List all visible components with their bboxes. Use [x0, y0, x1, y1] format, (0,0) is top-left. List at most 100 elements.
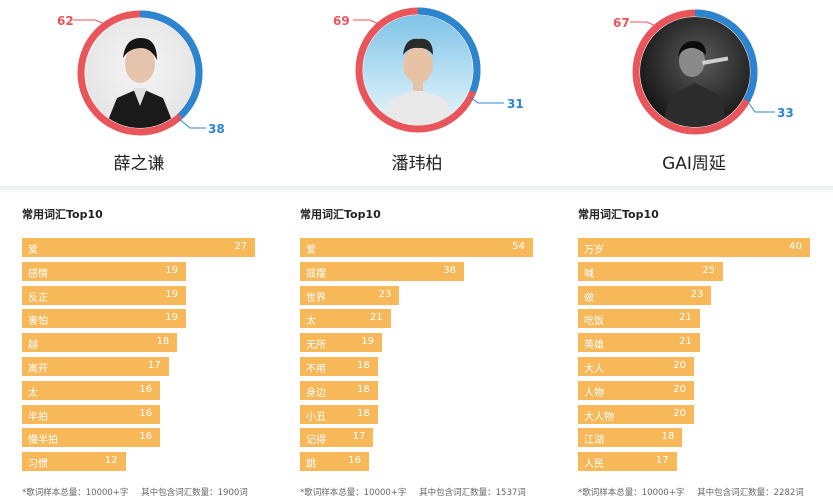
- bar-value: 19: [165, 312, 178, 324]
- left-value-label-3: 67: [613, 16, 630, 30]
- sample-size-note: *歌词样本总量：10000+字: [578, 488, 685, 498]
- artist-name-3: GAI周延: [662, 154, 726, 174]
- bar: 大人物 20: [578, 404, 694, 424]
- bar-label: 慢半拍: [28, 435, 58, 447]
- bar-value: 16: [139, 383, 153, 395]
- word-count-note: 其中包含词汇数量：1900词: [141, 488, 248, 498]
- bar-label: 小丑: [306, 411, 326, 423]
- bar: 离开 17: [22, 357, 169, 376]
- artist-photo-3: [640, 17, 750, 127]
- bar: 大人 20: [578, 357, 694, 376]
- divider-shadow: [0, 186, 833, 194]
- bar-value: 54: [512, 241, 525, 252]
- bar-value: 40: [789, 241, 802, 252]
- bar-value: 18: [661, 431, 675, 443]
- bar-value: 25: [702, 264, 715, 276]
- sample-size-note: *歌词样本总量：10000+字: [22, 488, 129, 498]
- bar-label: 大人物: [584, 411, 614, 423]
- bar-label: 做: [584, 292, 594, 304]
- bar-value: 20: [673, 383, 686, 395]
- chart-footnote: *歌词样本总量：10000+字 其中包含词汇数量：1900词: [22, 486, 258, 498]
- bar-label: 太: [28, 387, 38, 399]
- artist-name-2: 潘玮柏: [391, 154, 443, 174]
- bar-label: 江湖: [584, 435, 604, 447]
- bar-value: 19: [165, 264, 178, 276]
- bar-value: 27: [234, 241, 247, 252]
- performer-figure-icon: [662, 41, 729, 127]
- bar-value: 21: [369, 312, 383, 324]
- bar-value: 16: [139, 431, 153, 443]
- bar-value: 23: [378, 288, 392, 300]
- bar-label: 反正: [28, 292, 48, 304]
- left-value-label-2: 69: [333, 14, 350, 28]
- bar-label: 身边: [306, 387, 326, 399]
- bar-value: 20: [673, 407, 686, 419]
- bar-label: 不用: [306, 364, 326, 375]
- right-value-label-1: 38: [208, 122, 225, 136]
- bar: 太 21: [300, 309, 391, 329]
- bar: 慢半拍 16: [22, 428, 161, 448]
- right-value-label-2: 31: [507, 97, 524, 111]
- artist-card-3: 67 33 GAI周延: [555, 0, 833, 190]
- artist-name-1: 薛之谦: [113, 154, 165, 174]
- bar: 万岁 40: [578, 238, 810, 257]
- chart-title: 常用词汇Top10: [300, 208, 381, 221]
- bar: 人民 17: [578, 452, 677, 472]
- bar: 喊 25: [578, 261, 723, 281]
- bar: 太 16: [22, 380, 161, 400]
- word-count-note: 其中包含词汇数量：2282词: [697, 488, 804, 498]
- bar-label: 跳: [306, 459, 316, 471]
- portrait-figure-icon: [105, 38, 175, 128]
- chart-footnote: *歌词样本总量：10000+字 其中包含词汇数量：2282词: [578, 486, 814, 498]
- bar-label: 人物: [584, 387, 604, 399]
- bar-label: 世界: [306, 292, 326, 304]
- bar-value: 17: [655, 455, 669, 467]
- ring-chart-1: [73, 10, 206, 136]
- bar: 爱 54: [300, 238, 533, 257]
- bar-label: 爱: [306, 245, 316, 256]
- bar-value: 12: [104, 455, 118, 467]
- bar: 习惯 12: [22, 452, 126, 472]
- bar-value: 18: [356, 407, 370, 419]
- bar: 小丑 18: [300, 404, 378, 424]
- bar: 江湖 18: [578, 428, 683, 448]
- bar: 摇摆 38: [300, 261, 464, 281]
- bar: 世界 23: [300, 285, 400, 305]
- artist-photo-2: [363, 15, 473, 125]
- bar-value: 21: [679, 312, 692, 324]
- chart-title: 常用词汇Top10: [22, 208, 103, 221]
- bar: 身边 18: [300, 380, 378, 400]
- word-chart-2: 常用词汇Top10 爱 54 摇摆 38 世界 23 太 21 无所 19 不用 18 身边 18 小丑 18…: [300, 200, 570, 500]
- bar-label: 万岁: [584, 245, 604, 256]
- bar: 害怕 19: [22, 309, 186, 329]
- bar: 英雄 21: [578, 333, 700, 353]
- bar-value: 18: [356, 360, 370, 371]
- bar-label: 吃饭: [584, 316, 604, 328]
- bar: 人物 20: [578, 380, 694, 400]
- bar-label: 太: [306, 316, 316, 328]
- bar-value: 17: [352, 431, 366, 443]
- bar: 吃饭 21: [578, 309, 700, 329]
- word-count-note: 其中包含词汇数量：1537词: [419, 488, 526, 498]
- bar-label: 害怕: [28, 316, 48, 328]
- sample-size-note: *歌词样本总量：10000+字: [300, 488, 407, 498]
- bar-value: 21: [679, 336, 692, 348]
- left-value-label-1: 62: [57, 14, 74, 28]
- bar-label: 摇摆: [306, 268, 326, 280]
- bar-label: 喊: [584, 268, 594, 280]
- artist-card-2: 69 31 潘玮柏: [278, 0, 556, 190]
- bar-label: 爱: [28, 245, 38, 256]
- bar-value: 18: [156, 336, 170, 348]
- bar-label: 离开: [28, 364, 48, 375]
- bar-label: 半拍: [28, 411, 48, 423]
- word-chart-1: 常用词汇Top10 爱 27 感情 19 反正 19 害怕 19 越 18 离开 17 太 16 半拍 16 慢…: [22, 200, 292, 500]
- bar-label: 越: [28, 340, 38, 352]
- bar: 反正 19: [22, 285, 186, 305]
- ring-chart-2: [353, 7, 504, 133]
- bar-value: 19: [361, 336, 374, 348]
- chart-footnote: *歌词样本总量：10000+字 其中包含词汇数量：1537词: [300, 486, 536, 498]
- artist-card-1: 62 38 薛之谦: [0, 0, 278, 190]
- bar: 无所 19: [300, 333, 382, 353]
- bar-value: 17: [147, 360, 161, 371]
- bar: 跳 16: [300, 452, 369, 472]
